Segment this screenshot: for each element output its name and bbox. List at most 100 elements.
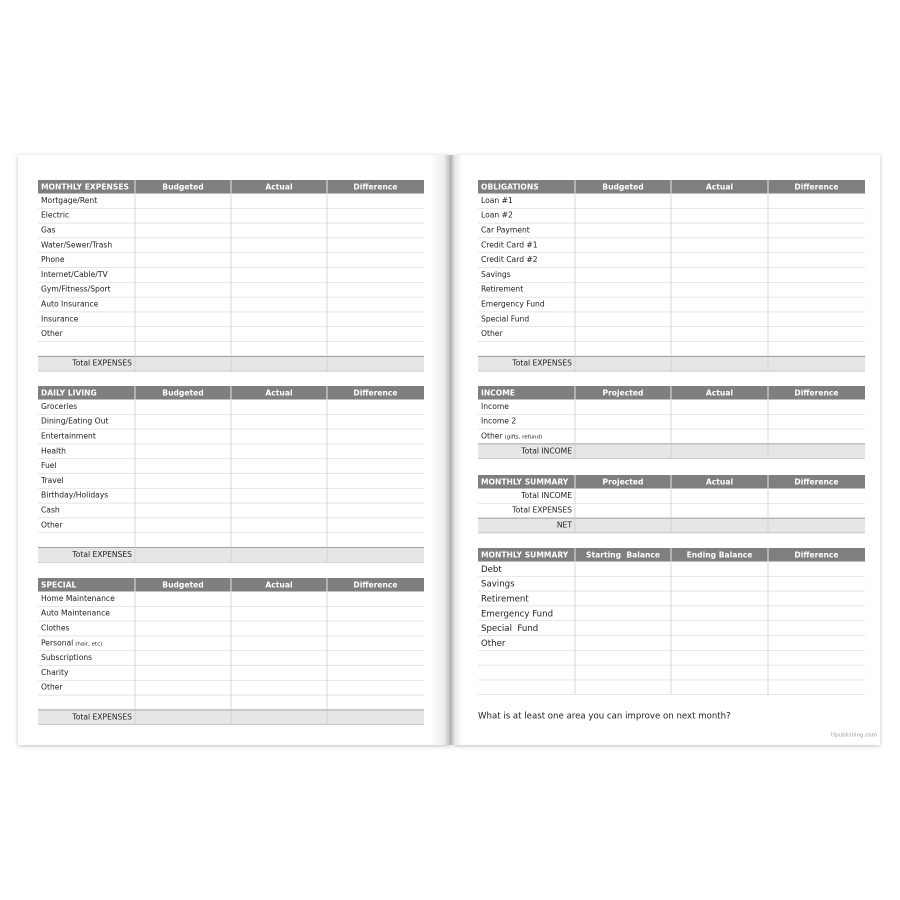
row-label: Debt <box>481 564 502 574</box>
column-header: Actual <box>706 477 733 486</box>
row-label: Subscriptions <box>41 653 92 662</box>
row-label: Retirement <box>481 285 523 294</box>
row-label-text: Gym/Fitness/Sport <box>41 285 111 294</box>
column-header: Actual <box>265 388 292 397</box>
total-label: Total INCOME <box>520 446 572 455</box>
row-label: Loan #1 <box>481 196 513 205</box>
row-label-text: Other <box>481 329 503 338</box>
row-label-text: Savings <box>481 579 515 589</box>
row-label-text: Loan #1 <box>481 196 513 205</box>
column-header: Difference <box>353 580 397 589</box>
row-label: Clothes <box>41 624 70 633</box>
row-label: Gas <box>41 226 56 235</box>
row-label: Health <box>41 446 66 455</box>
row-label-text: Income <box>481 402 509 411</box>
row-label: Other (gifts, refund) <box>481 432 542 441</box>
row-label-text: Subscriptions <box>41 653 92 662</box>
total-label: Total EXPENSES <box>71 550 132 559</box>
column-header: Budgeted <box>162 580 203 589</box>
row-label: Gym/Fitness/Sport <box>41 285 111 294</box>
gutter <box>450 155 462 745</box>
row-label: Other <box>41 683 63 692</box>
row-label-text: Electric <box>41 211 69 220</box>
row-label-text: Cash <box>41 506 60 515</box>
column-header: Difference <box>794 550 838 559</box>
row-label-text: Fuel <box>41 461 57 470</box>
row-label: Special Fund <box>481 314 529 323</box>
row-label-text: Other <box>481 638 506 648</box>
column-header: Budgeted <box>602 182 643 191</box>
row-label: Other <box>41 520 63 529</box>
column-header: Difference <box>794 182 838 191</box>
row-label-text: Charity <box>41 668 69 677</box>
row-label: Credit Card #2 <box>481 255 538 264</box>
row-label-text: Emergency Fund <box>481 300 545 309</box>
row-label: Other <box>41 329 63 338</box>
row-label: Travel <box>40 476 64 485</box>
row-label-text: Total INCOME <box>520 491 572 500</box>
column-header: Difference <box>794 388 838 397</box>
column-header: Difference <box>353 388 397 397</box>
row-label: Savings <box>481 579 515 589</box>
row-label: Dining/Eating Out <box>41 417 108 426</box>
row-label: Total INCOME <box>520 491 572 500</box>
row-label: Special Fund <box>481 624 538 634</box>
row-label-text: Other <box>41 520 63 529</box>
row-label-text: Clothes <box>41 624 70 633</box>
column-header: Projected <box>603 388 644 397</box>
row-label-text: Special Fund <box>481 624 538 634</box>
row-label-text: Water/Sewer/Trash <box>41 240 112 249</box>
column-header: Budgeted <box>162 388 203 397</box>
row-label: Phone <box>41 255 65 264</box>
row-label-text: Auto Maintenance <box>41 609 110 618</box>
column-header: Difference <box>353 182 397 191</box>
total-label: NET <box>557 521 572 530</box>
row-label: Emergency Fund <box>481 609 553 619</box>
row-label-text: Emergency Fund <box>481 609 553 619</box>
row-label-text: Retirement <box>481 285 523 294</box>
row-label-text: Gas <box>41 226 56 235</box>
row-label: Income <box>481 402 509 411</box>
row-label-text: Other <box>41 329 63 338</box>
row-label-text: Dining/Eating Out <box>41 417 108 426</box>
total-label: Total EXPENSES <box>511 359 572 368</box>
row-label-text: Health <box>41 446 66 455</box>
row-label: Fuel <box>41 461 57 470</box>
row-label: Electric <box>41 211 69 220</box>
column-header: Actual <box>265 182 292 191</box>
row-label: Total EXPENSES <box>511 506 572 515</box>
row-label-text: Savings <box>481 270 511 279</box>
left-page <box>18 155 450 745</box>
row-label-text: Entertainment <box>41 432 96 441</box>
row-label-text: Mortgage/Rent <box>41 196 97 205</box>
row-label: Entertainment <box>41 432 96 441</box>
row-label: Credit Card #1 <box>481 240 538 249</box>
row-label-text: Home Maintenance <box>41 594 115 603</box>
column-header: Projected <box>603 477 644 486</box>
column-header: Difference <box>794 477 838 486</box>
row-label-text: Other <box>41 683 63 692</box>
row-label-text: Retirement <box>481 594 529 604</box>
column-header: Budgeted <box>162 182 203 191</box>
row-label-text: Birthday/Holidays <box>41 491 108 500</box>
row-label-text: Groceries <box>41 402 77 411</box>
row-label: Home Maintenance <box>41 594 115 603</box>
row-label-text: Insurance <box>41 314 79 323</box>
row-label-text: Travel <box>40 476 64 485</box>
row-label: Mortgage/Rent <box>41 196 97 205</box>
row-label: Insurance <box>41 314 79 323</box>
footer: tfpublishing.com <box>831 733 877 739</box>
row-label: Auto Maintenance <box>41 609 110 618</box>
row-label: Other <box>481 638 506 648</box>
row-note: (hair, etc) <box>75 641 102 647</box>
row-label-text: Phone <box>41 255 65 264</box>
row-label-text: Other <box>481 432 503 441</box>
column-header: OBLIGATIONS <box>481 182 539 191</box>
row-label: Savings <box>481 270 511 279</box>
total-label: Total EXPENSES <box>71 712 132 721</box>
row-label-text: Auto Insurance <box>41 300 99 309</box>
row-label-text: Personal <box>41 638 73 647</box>
column-header: Actual <box>706 388 733 397</box>
